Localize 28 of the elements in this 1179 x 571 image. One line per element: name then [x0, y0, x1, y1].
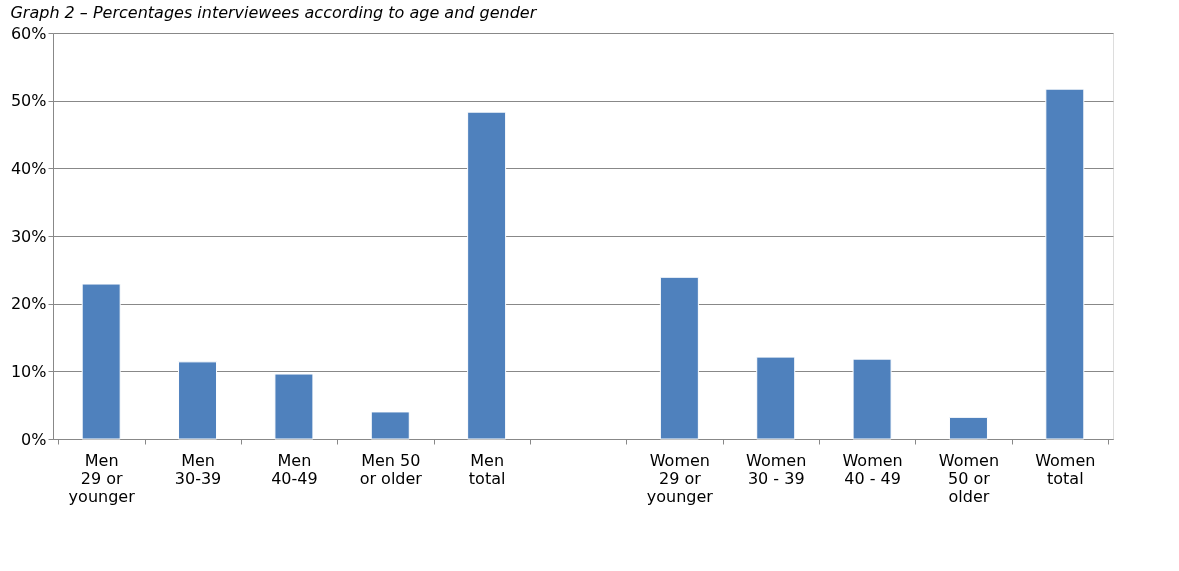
x-tick-label: Women 40 - 49: [842, 450, 903, 488]
bar: [370, 411, 410, 440]
x-tick-label: Women total: [1035, 450, 1096, 488]
x-tick-label: Men 50 or older: [359, 450, 423, 488]
x-tick-label: Women 50 or older: [938, 450, 1000, 506]
x-tick-label: Women 29 or younger: [646, 450, 714, 506]
x-tick-label: Women 30 - 39: [746, 450, 807, 488]
x-tick-label: Men 30-39: [174, 450, 222, 488]
chart-title: Graph 2 – Percentages interviewees according to age and gender: [10, 3, 538, 22]
y-tick-label: 10%: [10, 361, 47, 381]
bar: [81, 283, 121, 440]
y-tick-label: 20%: [10, 294, 47, 314]
x-tick-label: Men 29 or younger: [68, 450, 136, 506]
x-tick-label: Men 40-49: [271, 450, 318, 488]
bar: [467, 111, 507, 440]
x-tick-label: Men total: [468, 450, 506, 488]
bar: [852, 358, 892, 440]
y-tick-label: 60%: [10, 23, 47, 43]
bar: [178, 361, 218, 440]
bar: [659, 276, 699, 440]
y-tick-label: 30%: [10, 226, 47, 246]
bar: [1045, 88, 1085, 440]
y-tick-label: 0%: [21, 429, 47, 449]
bar: [756, 356, 796, 440]
bar: [948, 416, 988, 440]
bar: [274, 373, 314, 440]
y-tick-label: 50%: [10, 91, 47, 111]
y-tick-label: 40%: [10, 158, 47, 178]
